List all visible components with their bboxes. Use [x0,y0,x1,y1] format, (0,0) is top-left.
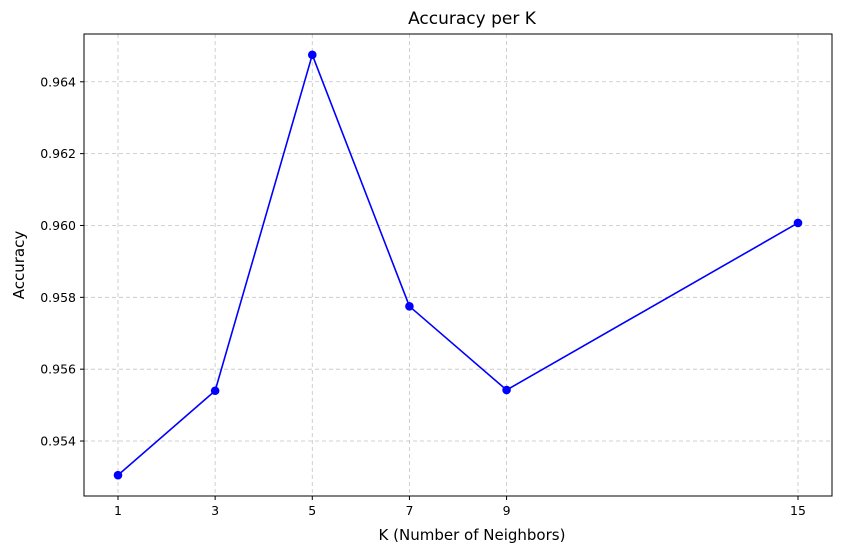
axis-ticks: 1 3 5 7 9 15 0.954 0.956 0.958 0.960 0.962 0.964 [40,74,806,518]
x-tick-label: 7 [405,503,413,518]
y-tick-label: 0.958 [40,290,76,305]
data-point [307,50,317,60]
y-tick-label: 0.964 [40,74,76,89]
x-axis-label: K (Number of Neighbors) [379,526,566,544]
x-tick-label: 9 [503,503,511,518]
plot-area-frame [83,33,833,497]
x-tick-label: 3 [211,503,219,518]
y-tick-label: 0.960 [40,218,76,233]
x-tick-label: 1 [114,503,122,518]
series-line [117,54,799,476]
x-tick-label: 15 [790,503,806,518]
series-layer [113,50,803,480]
data-point [113,470,123,480]
y-axis-label: Accuracy [10,231,28,300]
data-point [502,385,511,395]
grid-lines [84,34,832,496]
y-tick-label: 0.954 [40,434,76,449]
y-tick-label: 0.956 [40,362,76,377]
data-point [793,218,803,228]
chart-title: Accuracy per K [408,9,537,29]
data-point [210,386,220,396]
y-tick-label: 0.962 [40,146,76,161]
x-tick-label: 5 [308,503,316,518]
data-point [405,302,414,311]
